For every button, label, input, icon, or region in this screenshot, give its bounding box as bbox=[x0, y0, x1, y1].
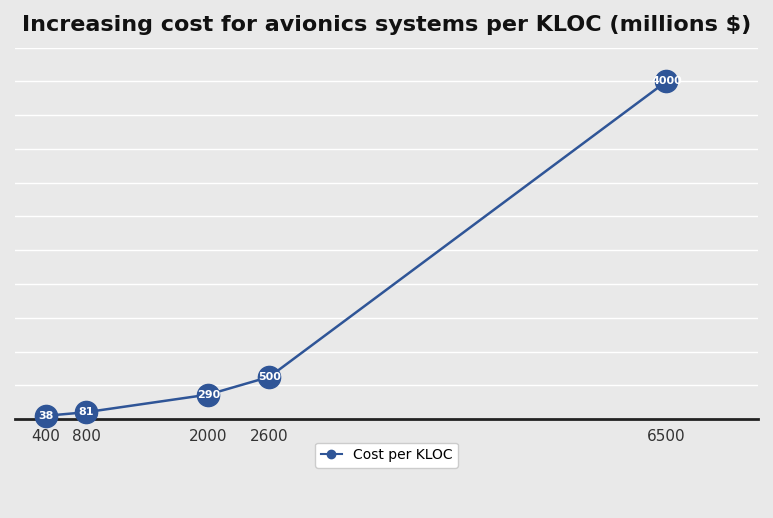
Text: 81: 81 bbox=[79, 407, 94, 417]
Text: 4000: 4000 bbox=[651, 77, 682, 87]
Legend: Cost per KLOC: Cost per KLOC bbox=[315, 443, 458, 468]
Text: 38: 38 bbox=[38, 411, 53, 421]
Text: 290: 290 bbox=[197, 390, 220, 399]
Title: Increasing cost for avionics systems per KLOC (millions $): Increasing cost for avionics systems per… bbox=[22, 15, 751, 35]
Text: 500: 500 bbox=[258, 372, 281, 382]
